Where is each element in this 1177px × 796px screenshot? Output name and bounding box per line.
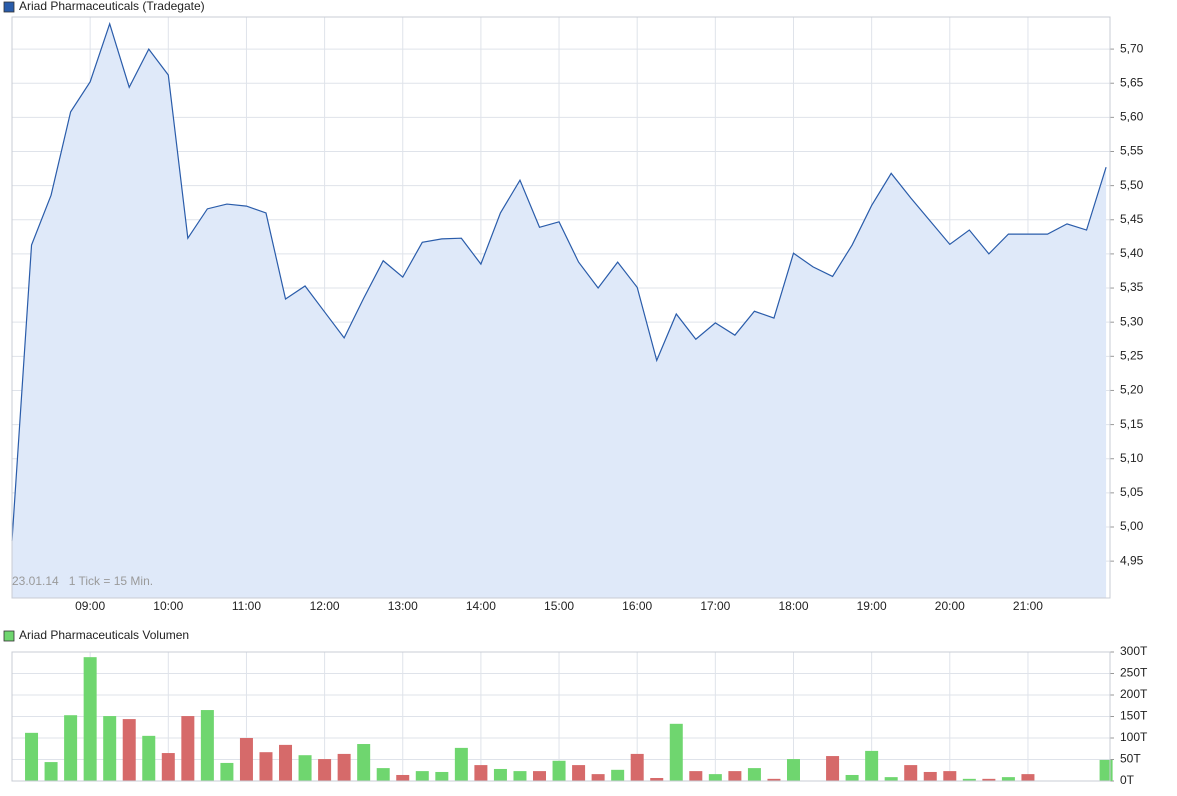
volume-bar [513, 771, 527, 781]
y-tick-label: 250T [1120, 666, 1148, 680]
volume-bar [865, 750, 879, 781]
volume-bar [220, 762, 234, 781]
volume-bar [943, 771, 957, 781]
volume-bar [591, 774, 605, 781]
volume-bar [923, 771, 937, 781]
volume-bar [376, 768, 390, 781]
y-tick-label: 5,60 [1120, 110, 1144, 124]
x-tick-label: 09:00 [75, 599, 105, 613]
volume-bar [64, 715, 78, 781]
volume-bar [357, 744, 371, 781]
volume-bar [454, 747, 468, 781]
volume-bar [826, 756, 840, 781]
volume-bar [259, 752, 273, 781]
volume-bar [103, 716, 117, 781]
volume-bar [200, 710, 214, 781]
x-tick-label: 20:00 [935, 599, 965, 613]
y-tick-label: 5,15 [1120, 417, 1144, 431]
volume-bar [142, 735, 156, 781]
y-tick-label: 100T [1120, 730, 1148, 744]
y-tick-label: 5,00 [1120, 519, 1144, 533]
volume-bar [904, 765, 918, 781]
volume-bar [318, 759, 332, 781]
y-tick-label: 5,70 [1120, 41, 1144, 55]
volume-bar [689, 771, 703, 781]
volume-bar [181, 716, 195, 781]
x-tick-label: 18:00 [778, 599, 808, 613]
volume-bar [1099, 759, 1113, 781]
x-tick-label: 16:00 [622, 599, 652, 613]
volume-bar [962, 778, 976, 781]
volume-bar [396, 774, 410, 781]
y-tick-label: 4,95 [1120, 553, 1144, 567]
x-tick-label: 17:00 [700, 599, 730, 613]
annotation: 23.01.14 1 Tick = 15 Min. [12, 574, 153, 588]
volume-bar [337, 753, 351, 781]
volume-bar [239, 738, 253, 781]
y-tick-label: 50T [1120, 752, 1141, 766]
volume-bar [25, 732, 39, 781]
y-tick-label: 5,10 [1120, 451, 1144, 465]
plot-frame [11, 651, 1111, 782]
volume-bar [1001, 777, 1015, 781]
price-line [11, 21, 1107, 541]
volume-bar [552, 760, 566, 781]
y-tick-label: 150T [1120, 709, 1148, 723]
x-tick-label: 21:00 [1013, 599, 1043, 613]
y-tick-label: 5,40 [1120, 246, 1144, 260]
y-tick-label: 0T [1120, 773, 1135, 787]
x-tick-label: 11:00 [232, 599, 261, 613]
volume-bar [435, 771, 449, 781]
volume-bar [611, 769, 625, 781]
legend-label: Ariad Pharmaceuticals Volumen [19, 628, 189, 642]
legend-swatch [3, 1, 15, 13]
legend-label: Ariad Pharmaceuticals (Tradegate) [19, 0, 205, 13]
y-tick-label: 5,30 [1120, 314, 1144, 328]
volume-bar [298, 755, 312, 781]
legend-swatch [3, 630, 15, 642]
volume-bar [279, 744, 293, 781]
volume-bar [83, 657, 97, 781]
y-tick-label: 5,25 [1120, 348, 1144, 362]
volume-bar [572, 765, 586, 781]
y-tick-label: 5,05 [1120, 485, 1144, 499]
volume-bar [474, 765, 488, 781]
y-tick-label: 5,35 [1120, 280, 1144, 294]
volume-bar [669, 723, 683, 781]
x-tick-label: 10:00 [153, 599, 183, 613]
x-tick-label: 14:00 [466, 599, 496, 613]
x-tick-label: 15:00 [544, 599, 574, 613]
volume-bar [747, 768, 761, 781]
x-tick-label: 19:00 [857, 599, 887, 613]
volume-bar [415, 771, 429, 781]
volume-bar [728, 771, 742, 781]
volume-bar [122, 719, 136, 781]
volume-bar [44, 762, 58, 781]
volume-bar [650, 777, 664, 781]
y-tick-label: 200T [1120, 687, 1148, 701]
volume-bar [845, 774, 859, 781]
x-tick-label: 12:00 [310, 599, 340, 613]
x-tick-label: 13:00 [388, 599, 418, 613]
plot-frame [11, 16, 1111, 599]
volume-bar [630, 753, 644, 781]
volume-bar [708, 774, 722, 781]
y-tick-label: 5,65 [1120, 75, 1144, 89]
volume-bar [161, 753, 175, 781]
y-tick-label: 5,55 [1120, 144, 1144, 158]
volume-bar [767, 778, 781, 781]
area [12, 23, 1107, 598]
y-tick-label: 300T [1120, 644, 1148, 658]
volume-bar [884, 777, 898, 781]
volume-bar [982, 778, 996, 781]
volume-bar [533, 771, 547, 781]
volume-bar [493, 768, 507, 781]
y-tick-label: 5,50 [1120, 178, 1144, 192]
volume-bar [1021, 774, 1035, 781]
y-tick-label: 5,45 [1120, 212, 1144, 226]
y-tick-label: 5,20 [1120, 383, 1144, 397]
volume-bar [786, 759, 800, 781]
